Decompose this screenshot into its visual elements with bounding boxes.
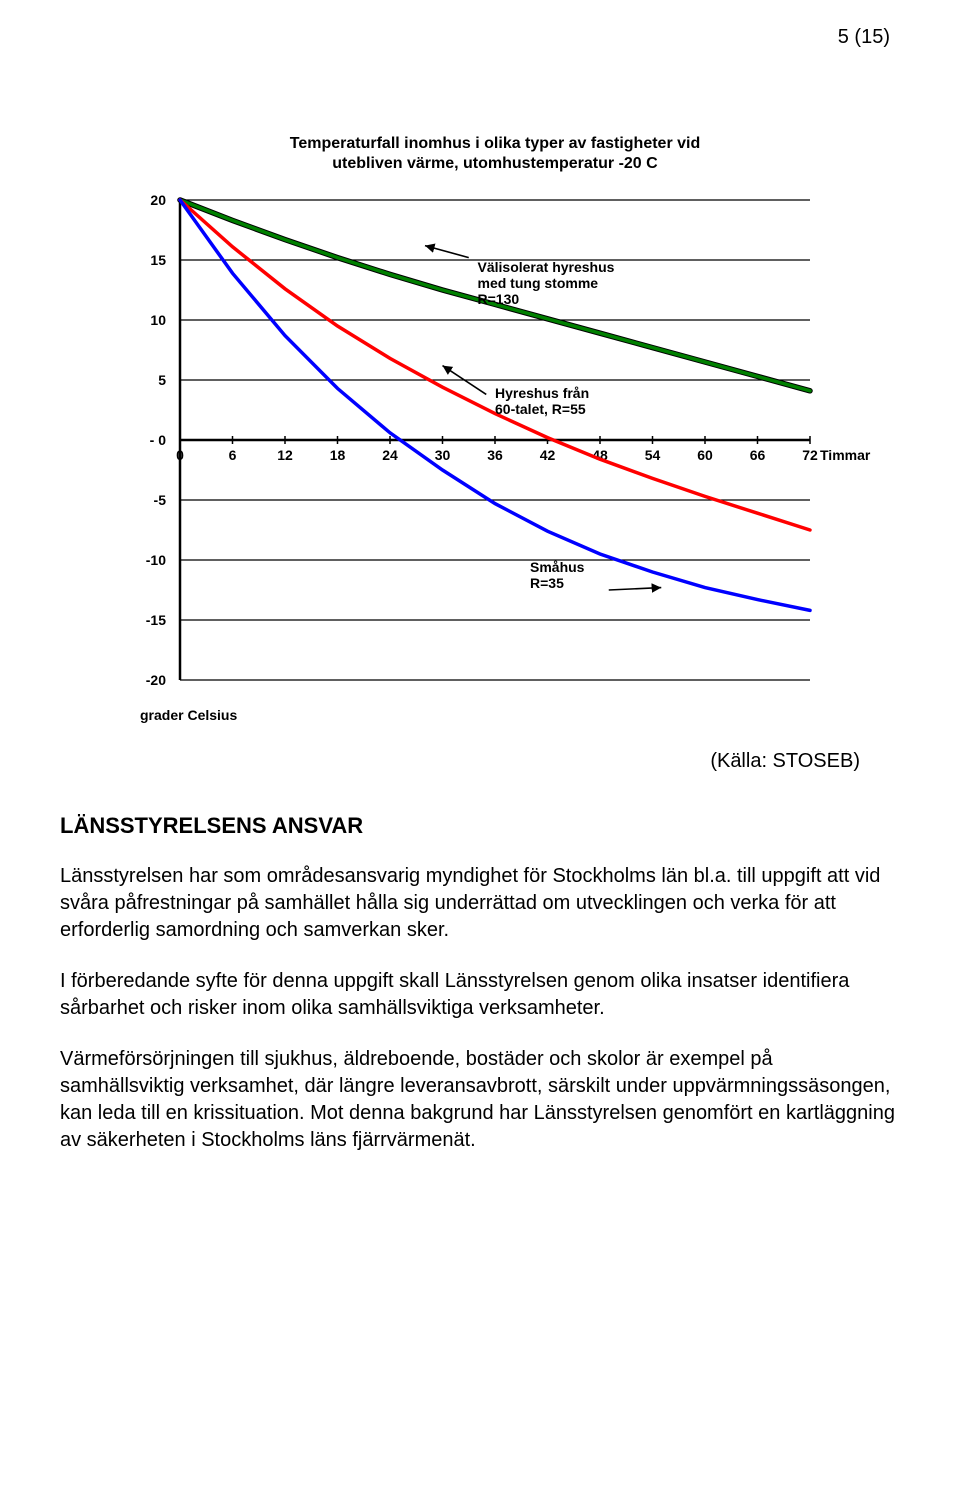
svg-text:Temperaturfall inomhus i olika: Temperaturfall inomhus i olika typer av …: [290, 135, 700, 152]
chart-svg: Temperaturfall inomhus i olika typer av …: [80, 120, 880, 740]
svg-text:18: 18: [330, 447, 346, 463]
svg-text:6: 6: [229, 447, 237, 463]
svg-text:Timmar: Timmar: [820, 447, 871, 463]
svg-text:R=130: R=130: [478, 291, 520, 307]
svg-text:-10: -10: [146, 552, 166, 568]
svg-text:Småhus: Småhus: [530, 559, 585, 575]
paragraph-3: Värmeförsörjningen till sjukhus, äldrebo…: [60, 1046, 900, 1154]
svg-text:60: 60: [697, 447, 713, 463]
svg-text:Välisolerat hyreshus: Välisolerat hyreshus: [478, 259, 615, 275]
svg-text:R=35: R=35: [530, 575, 564, 591]
svg-text:42: 42: [540, 447, 556, 463]
svg-text:15: 15: [150, 252, 166, 268]
paragraph-2: I förberedande syfte för denna uppgift s…: [60, 968, 900, 1022]
svg-text:12: 12: [277, 447, 293, 463]
svg-text:30: 30: [435, 447, 451, 463]
svg-text:36: 36: [487, 447, 503, 463]
svg-text:5: 5: [158, 372, 166, 388]
svg-text:10: 10: [150, 312, 166, 328]
svg-text:0: 0: [176, 447, 184, 463]
svg-text:24: 24: [382, 447, 398, 463]
svg-text:- 0: - 0: [150, 432, 167, 448]
document-page: 5 (15) Temperaturfall inomhus i olika ty…: [0, 0, 960, 1485]
chart-source: (Källa: STOSEB): [60, 750, 860, 773]
section-heading: LÄNSSTYRELSENS ANSVAR: [60, 813, 900, 839]
svg-text:-20: -20: [146, 672, 166, 688]
svg-text:60-talet, R=55: 60-talet, R=55: [495, 401, 586, 417]
svg-text:72: 72: [802, 447, 818, 463]
svg-text:-15: -15: [146, 612, 166, 628]
temperature-chart: Temperaturfall inomhus i olika typer av …: [80, 120, 880, 740]
svg-text:grader Celsius: grader Celsius: [140, 707, 237, 723]
svg-text:54: 54: [645, 447, 661, 463]
page-number: 5 (15): [838, 26, 890, 49]
svg-text:Hyreshus från: Hyreshus från: [495, 385, 589, 401]
svg-text:66: 66: [750, 447, 766, 463]
paragraph-1: Länsstyrelsen har som områdesansvarig my…: [60, 863, 900, 944]
svg-text:utebliven värme, utomhustemper: utebliven värme, utomhustemperatur -20 C: [332, 155, 658, 172]
svg-text:-5: -5: [154, 492, 167, 508]
svg-text:med tung stomme: med tung stomme: [478, 275, 599, 291]
svg-text:20: 20: [150, 192, 166, 208]
